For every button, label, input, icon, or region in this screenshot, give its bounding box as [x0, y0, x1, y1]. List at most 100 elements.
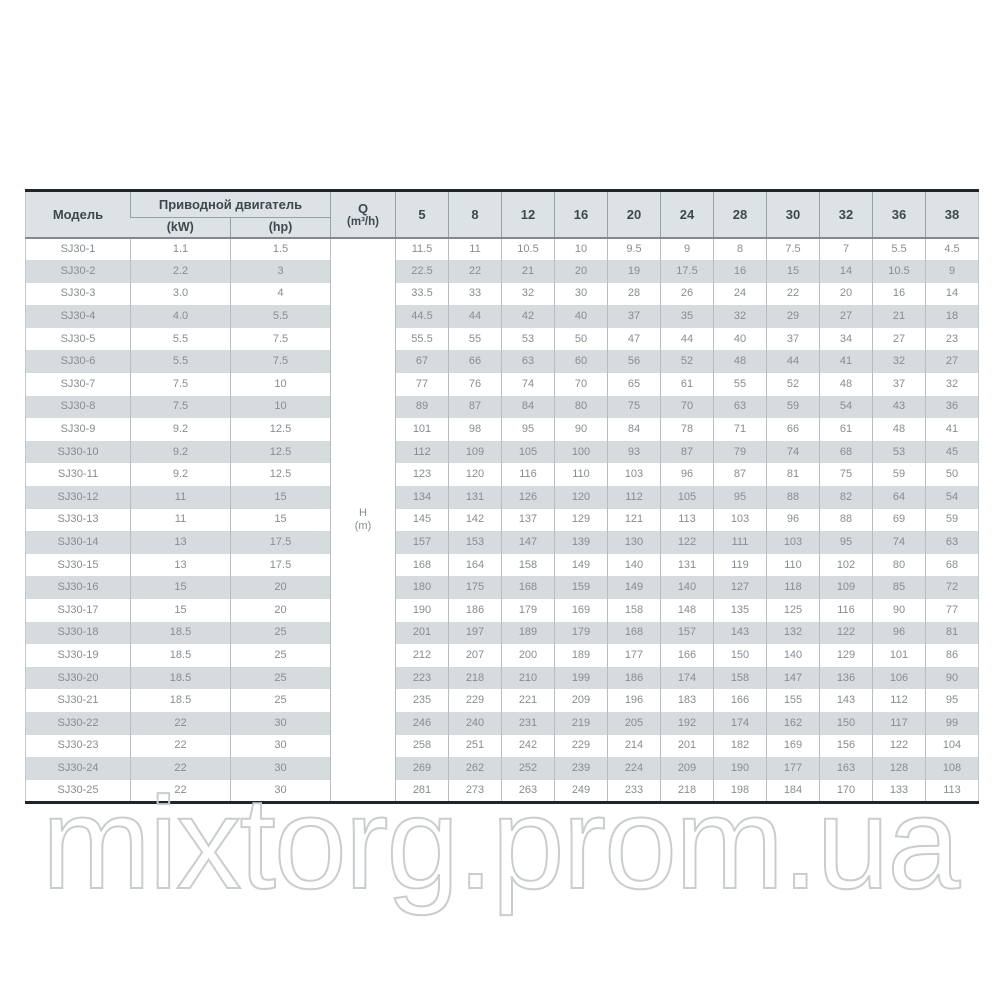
- head-value-cell: 210: [501, 666, 555, 690]
- head-value-cell: 122: [660, 531, 714, 554]
- head-value-cell: 157: [395, 531, 449, 554]
- head-value-cell: 68: [925, 553, 979, 577]
- model-cell: SJ30-2: [60, 264, 96, 277]
- head-value-cell: 76: [448, 373, 502, 396]
- head-value-cell: 273: [448, 779, 502, 803]
- head-value-cell: 43: [872, 395, 926, 419]
- head-value-cell: 231: [501, 711, 555, 735]
- head-value-cell: 44: [766, 350, 820, 374]
- head-value-cell: 16: [872, 282, 926, 306]
- kw-cell: 22: [130, 711, 231, 735]
- head-value-cell: 132: [766, 621, 820, 645]
- kw-cell: 9.2: [130, 463, 231, 487]
- head-value-cell: 87: [660, 440, 714, 464]
- head-value-cell: 269: [395, 757, 449, 780]
- head-value-cell: 101: [872, 644, 926, 667]
- head-value-cell: 54: [925, 486, 979, 509]
- head-value-cell: 59: [766, 395, 820, 419]
- head-value-cell: 134: [395, 486, 449, 509]
- head-value-cell: 258: [395, 734, 449, 758]
- head-value-cell: 7: [819, 237, 873, 261]
- head-value-cell: 201: [660, 734, 714, 758]
- head-value-cell: 66: [766, 418, 820, 441]
- q-symbol: Q: [357, 200, 369, 216]
- head-value-cell: 218: [660, 779, 714, 803]
- head-value-cell: 63: [501, 350, 555, 374]
- head-value-cell: 4.5: [925, 237, 979, 261]
- head-value-cell: 45: [925, 440, 979, 464]
- head-value-cell: 120: [448, 463, 502, 487]
- head-value-cell: 252: [501, 757, 555, 780]
- hp-cell: 25: [230, 621, 331, 645]
- kw-cell: 3.0: [130, 282, 231, 306]
- head-value-cell: 131: [448, 486, 502, 509]
- head-value-cell: 48: [713, 350, 767, 374]
- head-value-cell: 95: [925, 689, 979, 712]
- head-value-cell: 41: [819, 350, 873, 374]
- head-value-cell: 183: [660, 689, 714, 712]
- head-value-cell: 164: [448, 553, 502, 577]
- head-value-cell: 17.5: [660, 260, 714, 283]
- hp-cell: 12.5: [230, 463, 331, 487]
- head-value-cell: 56: [607, 350, 661, 374]
- head-value-cell: 137: [501, 508, 555, 532]
- head-value-cell: 140: [660, 576, 714, 599]
- head-value-cell: 5.5: [872, 237, 926, 261]
- head-value-cell: 116: [501, 463, 555, 487]
- head-value-cell: 153: [448, 531, 502, 554]
- head-value-cell: 90: [872, 599, 926, 622]
- head-value-cell: 85: [872, 576, 926, 599]
- head-value-cell: 189: [501, 621, 555, 645]
- hp-cell: 5.5: [230, 305, 331, 328]
- head-value-cell: 139: [554, 531, 608, 554]
- table-row: SJ30-14 13 17.5 157 153 147 139 130 122 111 103 95 7…: [25, 531, 979, 554]
- head-value-cell: 80: [554, 395, 608, 419]
- table-row: SJ30-3 3.0 4 33.5 33 32 30 28 26 24 22 20 16 14: [25, 282, 979, 306]
- flow-q-header: Q (m³/h): [330, 190, 396, 239]
- hp-cell: 12.5: [230, 418, 331, 441]
- head-value-cell: 93: [607, 440, 661, 464]
- kw-cell: 13: [130, 531, 231, 554]
- table-row: SJ30-12 11 15 134 131 126 120 112 105 95 88 82 64 54: [25, 486, 979, 509]
- head-value-cell: 100: [554, 440, 608, 464]
- head-value-cell: 112: [395, 440, 449, 464]
- head-value-cell: 52: [766, 373, 820, 396]
- kw-cell: 18.5: [130, 689, 231, 712]
- head-value-cell: 106: [872, 666, 926, 690]
- head-value-cell: 63: [713, 395, 767, 419]
- h-unit: (m): [354, 519, 372, 532]
- head-value-cell: 36: [925, 395, 979, 419]
- q-unit: (m³/h): [347, 215, 379, 228]
- head-value-cell: 209: [554, 689, 608, 712]
- head-value-cell: 7.5: [766, 237, 820, 261]
- head-value-cell: 131: [660, 553, 714, 577]
- hp-cell: 10: [230, 395, 331, 419]
- head-value-cell: 15: [766, 260, 820, 283]
- head-value-cell: 72: [925, 576, 979, 599]
- head-value-cell: 179: [554, 621, 608, 645]
- head-value-cell: 103: [607, 463, 661, 487]
- hp-cell: 20: [230, 599, 331, 622]
- head-value-cell: 158: [607, 599, 661, 622]
- head-value-cell: 21: [872, 305, 926, 328]
- head-value-cell: 143: [713, 621, 767, 645]
- table-row: SJ30-18 18.5 25 201 197 189 179 168 157 143 132 122…: [25, 621, 979, 645]
- head-value-cell: 105: [501, 440, 555, 464]
- head-value-cell: 174: [660, 666, 714, 690]
- head-value-cell: 157: [660, 621, 714, 645]
- hp-cell: 12.5: [230, 440, 331, 464]
- flow-column-header: 32: [819, 190, 873, 239]
- head-value-cell: 32: [501, 282, 555, 306]
- head-value-cell: 61: [660, 373, 714, 396]
- head-value-cell: 47: [607, 327, 661, 351]
- head-value-cell: 55.5: [395, 327, 449, 351]
- head-value-cell: 136: [819, 666, 873, 690]
- table-header: Модель Приводной двигатель Q (m³/h) 5 8 12…: [25, 190, 979, 239]
- hp-cell: 15: [230, 508, 331, 532]
- h-symbol: H: [359, 506, 367, 519]
- head-value-cell: 118: [766, 576, 820, 599]
- head-value-cell: 125: [766, 599, 820, 622]
- head-value-cell: 30: [554, 282, 608, 306]
- kw-cell: 9.2: [130, 418, 231, 441]
- head-value-cell: 143: [819, 689, 873, 712]
